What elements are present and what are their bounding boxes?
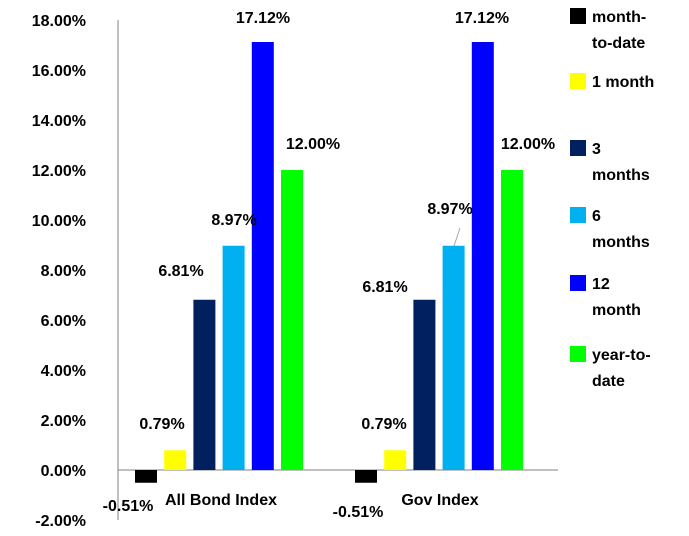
legend-marker xyxy=(570,140,586,156)
y-tick-label: -2.00% xyxy=(35,513,86,530)
legend: month-to-date 1 month 3 months 6 months 12 mont… xyxy=(570,8,654,390)
data-label: 8.97% xyxy=(427,201,472,218)
data-label: -0.51% xyxy=(333,504,384,521)
legend-label: months xyxy=(592,234,650,251)
bar xyxy=(222,245,245,470)
legend-marker xyxy=(570,275,586,291)
legend-marker xyxy=(570,207,586,223)
y-tick-label: 4.00% xyxy=(41,363,86,380)
y-tick-label: 16.00% xyxy=(32,63,86,80)
data-label: 6.81% xyxy=(158,263,203,280)
bar xyxy=(193,299,216,470)
legend-label: to-date xyxy=(592,35,645,52)
bar xyxy=(135,470,157,483)
data-label: 8.97% xyxy=(211,212,256,229)
bar xyxy=(442,245,465,470)
y-tick-label: 14.00% xyxy=(32,113,86,130)
data-label: 17.12% xyxy=(236,10,290,27)
y-tick-label: 18.00% xyxy=(32,13,86,30)
data-label: -0.51% xyxy=(103,498,154,515)
bar xyxy=(384,450,407,470)
y-tick-label: 0.00% xyxy=(41,463,86,480)
bar xyxy=(281,170,303,470)
legend-label: 1 month xyxy=(592,74,654,91)
data-label: 17.12% xyxy=(455,10,509,27)
y-tick-label: 8.00% xyxy=(41,263,86,280)
x-category-label: Gov Index xyxy=(401,492,478,509)
legend-label: month- xyxy=(592,9,646,26)
y-tick-label: 2.00% xyxy=(41,413,86,430)
legend-marker xyxy=(570,8,586,24)
bar xyxy=(251,42,274,470)
bar xyxy=(355,470,377,483)
y-tick-label: 6.00% xyxy=(41,313,86,330)
legend-marker xyxy=(570,346,586,362)
bar xyxy=(164,450,187,470)
legend-marker xyxy=(570,73,586,89)
data-label: 6.81% xyxy=(362,279,407,296)
legend-label: 6 xyxy=(592,208,601,225)
bar xyxy=(501,170,523,470)
bar xyxy=(471,42,494,470)
data-label: 0.79% xyxy=(139,416,184,433)
axis-layer: -2.00% 0.00% 2.00% 4.00% 6.00% 8.00% 10.00% 12.… xyxy=(32,13,558,530)
x-category-label: All Bond Index xyxy=(165,492,277,509)
label-layer: All Bond Index Gov Index -0.51% -0.51% 0.79%… xyxy=(103,10,555,521)
bar xyxy=(413,299,436,470)
legend-label: 12 xyxy=(592,276,610,293)
data-label: 12.00% xyxy=(501,136,555,153)
legend-label: year-to- xyxy=(592,347,651,364)
legend-label: date xyxy=(592,373,625,390)
legend-label: months xyxy=(592,167,650,184)
y-tick-label: 10.00% xyxy=(32,213,86,230)
data-label-leader-line xyxy=(453,227,461,247)
legend-label: 3 xyxy=(592,141,601,158)
legend-label: month xyxy=(592,302,641,319)
y-tick-label: 12.00% xyxy=(32,163,86,180)
data-label: 0.79% xyxy=(361,416,406,433)
bar-layer xyxy=(135,42,523,483)
data-label: 12.00% xyxy=(286,136,340,153)
